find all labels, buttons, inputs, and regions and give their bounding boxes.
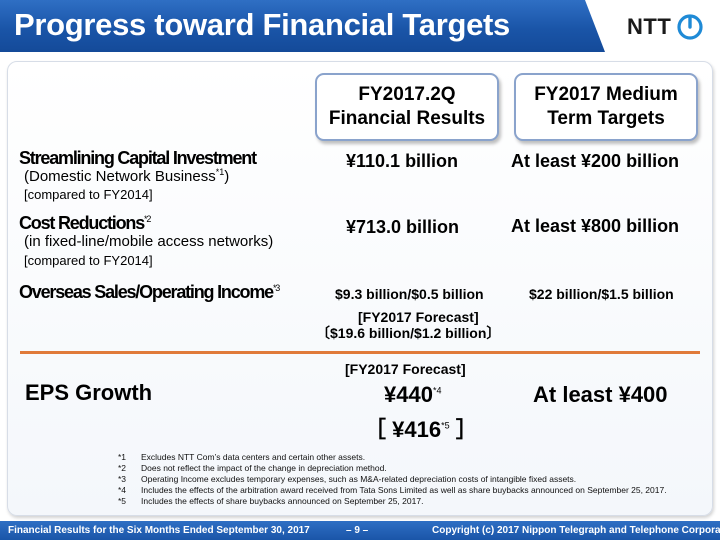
column-header-targets: FY2017 Medium Term Targets	[514, 73, 698, 141]
footnote-text-3: Operating Income excludes temporary expe…	[141, 474, 577, 484]
footer-copyright: Copyright (c) 2017 Nippon Telegraph and …	[432, 525, 720, 536]
capex-label: Streamlining Capital Investment	[19, 148, 257, 168]
footnote-text-5: Includes the effects of share buybacks a…	[141, 496, 424, 506]
cost-footnote-mark: *2	[144, 214, 151, 224]
footer-page-number: – 9 –	[346, 525, 369, 536]
section-divider	[20, 351, 700, 354]
cost-sub1: (in fixed-line/mobile access networks)	[24, 233, 274, 250]
eps-value-footnote-mark: *4	[432, 385, 442, 396]
column-header-targets-line1: FY2017 Medium	[534, 84, 678, 105]
overseas-footnote-mark: *3	[272, 283, 280, 293]
eps-value-text: ¥440	[384, 382, 433, 407]
eps-forecast-label: [FY2017 Forecast]	[345, 361, 466, 377]
footnote-mark-5: *5	[118, 496, 127, 506]
cost-sub2: [compared to FY2014]	[24, 253, 153, 268]
capex-result: ¥110.1 billion	[346, 151, 459, 171]
capex-sub1-footnote-mark: *1	[215, 167, 225, 177]
overseas-label-text: Overseas Sales/Operating Income	[19, 282, 274, 302]
overseas-result: $9.3 billion/$0.5 billion	[335, 286, 484, 302]
column-header-targets-line2: Term Targets	[547, 108, 665, 129]
logo-text: NTT	[627, 14, 672, 39]
eps-alt-value: ［ ¥416*5 ］	[364, 412, 478, 444]
footnote-mark-3: *3	[118, 474, 127, 484]
capex-sub1-close: )	[224, 168, 230, 185]
slide-title: Progress toward Financial Targets	[14, 7, 510, 42]
column-header-results-line1: FY2017.2Q	[358, 84, 456, 105]
cost-target: At least ¥800 billion	[511, 216, 680, 236]
capex-target: At least ¥200 billion	[511, 151, 680, 171]
cost-result: ¥713.0 billion	[346, 217, 460, 237]
overseas-forecast-value: 〔$19.6 billion/$1.2 billion〕	[316, 325, 501, 341]
ntt-logo-icon	[677, 14, 703, 40]
eps-label: EPS Growth	[25, 380, 153, 405]
footnote-text-4: Includes the effects of the arbitration …	[141, 485, 667, 495]
overseas-target: $22 billion/$1.5 billion	[529, 286, 674, 302]
ntt-logo: NTT	[627, 14, 703, 40]
column-header-results: FY2017.2Q Financial Results	[315, 73, 499, 141]
overseas-forecast-label: [FY2017 Forecast]	[358, 309, 479, 325]
eps-alt-footnote-mark: *5	[441, 420, 450, 431]
footnote-mark-4: *4	[118, 485, 127, 495]
eps-target: At least ¥400	[533, 382, 668, 407]
footnote-text-2: Does not reflect the impact of the chang…	[141, 463, 387, 473]
eps-alt-value-text: ［ ¥416	[364, 417, 442, 442]
footnote-text-1: Excludes NTT Com’s data centers and cert…	[141, 452, 366, 462]
footnote-mark-2: *2	[118, 463, 127, 473]
column-header-results-line2: Financial Results	[328, 108, 486, 129]
eps-value: ¥440*4	[384, 382, 441, 408]
footnote-mark-1: *1	[118, 452, 127, 462]
capex-sub2: [compared to FY2014]	[24, 187, 153, 202]
cost-label: Cost Reductions*2	[19, 213, 151, 234]
eps-alt-close: ］	[449, 417, 478, 442]
cost-label-text: Cost Reductions	[19, 213, 145, 233]
capex-sub1-text: (Domestic Network Business	[24, 168, 216, 185]
title-band	[0, 0, 605, 52]
overseas-label: Overseas Sales/Operating Income*3	[19, 282, 280, 303]
capex-sub1: (Domestic Network Business*1)	[24, 167, 229, 185]
slide-footer: Financial Results for the Six Months End…	[0, 521, 720, 540]
slide-header: Progress toward Financial Targets NTT	[0, 0, 720, 56]
footer-report-title: Financial Results for the Six Months End…	[8, 525, 310, 536]
